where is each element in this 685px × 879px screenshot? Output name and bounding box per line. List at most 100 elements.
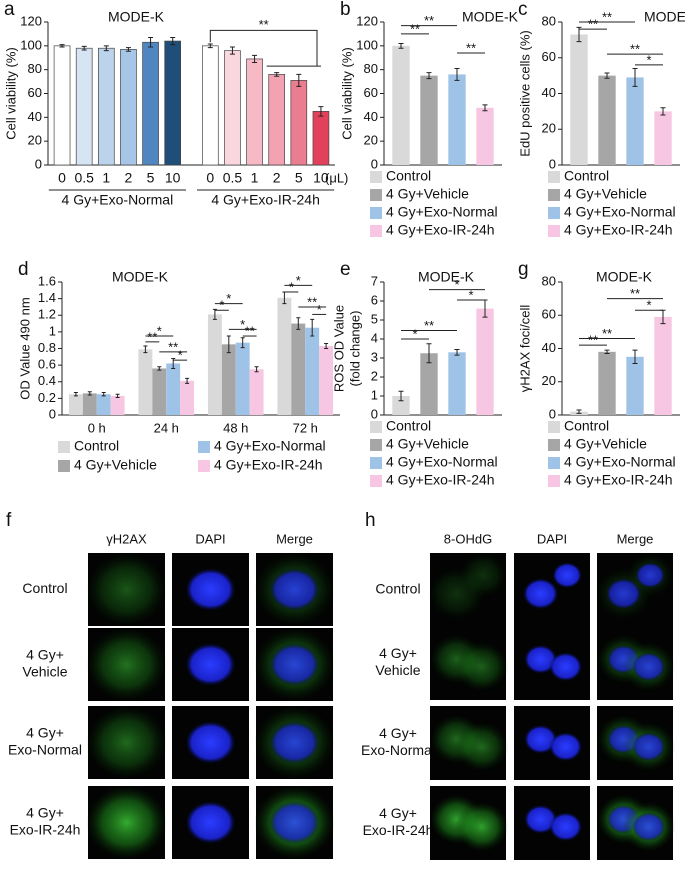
- legend-swatch: [548, 207, 560, 219]
- y-tick-label: 6: [371, 292, 378, 307]
- error-bar: [296, 73, 302, 87]
- nucleus: [269, 643, 320, 686]
- y-tick-label: 40: [542, 340, 556, 355]
- bar: [312, 111, 330, 166]
- row-label: Exo-Normal: [8, 742, 82, 758]
- nucleus: [185, 643, 236, 686]
- y-tick-label: 80: [542, 273, 556, 288]
- error-bar: [125, 47, 131, 52]
- error-bar: [310, 318, 315, 337]
- row-label: 4 Gy+: [379, 805, 417, 821]
- y-tick-label: 60: [542, 307, 556, 322]
- error-bar: [101, 392, 106, 397]
- legend-swatch: [198, 460, 210, 472]
- nucleus: [185, 568, 236, 611]
- legend-swatch: [370, 439, 382, 451]
- nucleus: [522, 578, 559, 610]
- error-bar: [170, 36, 176, 46]
- significance-label: *: [646, 298, 651, 313]
- bar: [249, 369, 264, 415]
- bar: [120, 49, 137, 166]
- bar: [291, 323, 306, 415]
- y-tick-label: 120: [356, 13, 378, 28]
- error-bar: [632, 349, 638, 364]
- nucleus: [524, 804, 558, 834]
- y-axis-label: ROS OD Value: [331, 305, 346, 392]
- legend-swatch: [548, 171, 560, 183]
- legend-label: 4 Gy+Exo-IR-24h: [564, 472, 673, 488]
- significance-label: **: [424, 13, 434, 28]
- bar: [221, 344, 236, 415]
- group-label: 4 Gy+Exo-IR-24h: [211, 192, 320, 208]
- nucleus: [549, 652, 583, 682]
- error-bar: [87, 391, 92, 396]
- significance-label: **: [307, 294, 317, 309]
- y-tick-label: 0: [49, 406, 56, 421]
- legend-label: 4 Gy+Vehicle: [564, 186, 647, 202]
- bar: [224, 50, 241, 166]
- legend-label: 4 Gy+Exo-Normal: [564, 204, 676, 220]
- row-label: Control: [22, 580, 67, 596]
- y-tick-label: 2: [371, 368, 378, 383]
- significance-label: **: [602, 9, 612, 24]
- x-tick-label: 0: [206, 170, 214, 186]
- legend-label: 4 Gy+Vehicle: [564, 436, 647, 452]
- bar: [392, 45, 410, 166]
- nucleus: [552, 562, 583, 589]
- nucleus: [549, 812, 583, 842]
- bar: [152, 368, 167, 415]
- x-tick-label: 0.5: [74, 170, 94, 186]
- panel-letter: b: [340, 0, 351, 20]
- bar: [598, 75, 616, 165]
- nucleus: [632, 732, 666, 762]
- y-axis-label: OD Value 490 nm: [17, 297, 32, 399]
- error-bar: [482, 104, 488, 112]
- legend-label: 4 Gy+Exo-Normal: [386, 454, 498, 470]
- bar: [654, 111, 672, 165]
- legend-label: 4 Gy+Vehicle: [386, 186, 469, 202]
- error-bar: [212, 308, 217, 320]
- row-label: Exo-IR-24h: [10, 822, 81, 838]
- bar: [626, 77, 644, 165]
- y-tick-label: 3: [371, 349, 378, 364]
- y-tick-label: 0: [35, 156, 42, 171]
- row-label: Exo-Normal: [361, 742, 435, 758]
- error-bar: [59, 44, 65, 48]
- y-tick-label: 0.4: [38, 373, 56, 388]
- y-tick-label: 1.2: [38, 307, 56, 322]
- y-tick-label: 5: [371, 311, 378, 326]
- column-label: DAPI: [537, 531, 567, 546]
- nucleus: [185, 801, 236, 844]
- x-tick-label: 2: [125, 170, 133, 186]
- x-tick-label: 5: [295, 170, 303, 186]
- y-tick-label: 40: [364, 109, 378, 124]
- y-tick-label: 100: [20, 37, 42, 52]
- column-label: Merge: [617, 531, 654, 546]
- bar: [598, 351, 616, 415]
- significance-label: **: [602, 326, 612, 341]
- cell-signal: [86, 552, 167, 627]
- row-label: 4 Gy+: [379, 645, 417, 661]
- y-tick-label: 80: [542, 13, 556, 28]
- legend-swatch: [370, 207, 382, 219]
- bar: [277, 297, 292, 415]
- y-tick-label: 0: [371, 406, 378, 421]
- error-bar: [143, 345, 148, 354]
- y-tick-label: 60: [542, 49, 556, 64]
- x-tick-label: 10: [165, 170, 181, 186]
- error-bar: [226, 335, 231, 354]
- x-tick-label: 0: [58, 170, 66, 186]
- error-bar: [229, 46, 235, 55]
- nucleus: [549, 732, 583, 762]
- x-tick-label: 1: [102, 170, 110, 186]
- y-tick-label: 20: [364, 133, 378, 148]
- bar: [246, 58, 263, 166]
- y-tick-label: 4: [371, 330, 378, 345]
- bar: [319, 346, 334, 415]
- cell-signal: [86, 627, 167, 702]
- significance-label: *: [219, 298, 224, 313]
- legend-swatch: [370, 171, 382, 183]
- significance-label: **: [588, 17, 598, 32]
- error-bar: [148, 36, 154, 48]
